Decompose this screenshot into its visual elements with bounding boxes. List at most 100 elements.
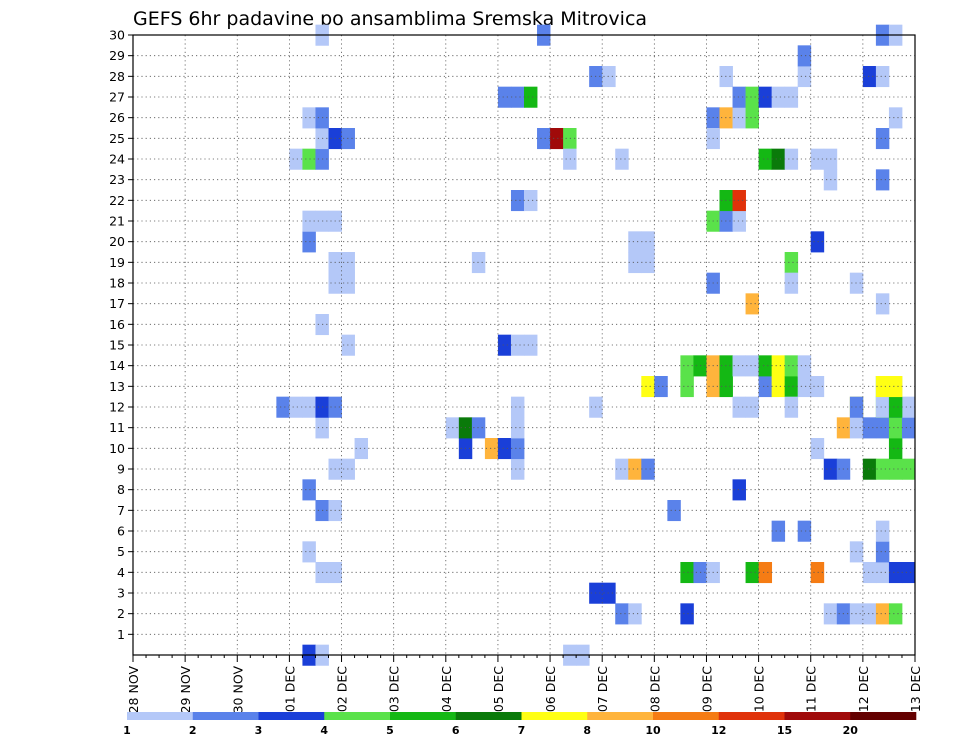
- heatmap-cell: [784, 252, 799, 274]
- heatmap-cell: [680, 355, 694, 377]
- y-tick-label: 6: [117, 524, 125, 539]
- colorbar-swatch: [127, 712, 194, 720]
- colorbar-swatch: [587, 712, 654, 720]
- heatmap-cell: [758, 376, 773, 398]
- y-tick-label: 19: [109, 255, 125, 270]
- heatmap-cell: [797, 66, 812, 88]
- heatmap-cell: [510, 438, 525, 460]
- y-tick-label: 22: [109, 193, 125, 208]
- y-tick-label: 11: [109, 420, 125, 435]
- y-tick-label: 16: [109, 317, 125, 332]
- heatmap-cell: [510, 417, 525, 439]
- heatmap-cell: [615, 458, 629, 480]
- heatmap-cell: [758, 355, 773, 377]
- x-tick-label: 01 DEC: [282, 666, 297, 712]
- heatmap-cell: [510, 334, 525, 356]
- heatmap-cell: [810, 562, 825, 584]
- x-tick-label: 06 DEC: [543, 666, 558, 712]
- heatmap-cell: [641, 458, 655, 480]
- x-tick-label: 07 DEC: [595, 666, 610, 712]
- heatmap-cell: [758, 148, 773, 170]
- heatmap-cell: [732, 190, 746, 212]
- heatmap-cell: [615, 603, 629, 625]
- heatmap-cell: [276, 396, 290, 418]
- y-tick-label: 5: [117, 544, 125, 559]
- plot-frame: [132, 34, 916, 656]
- heatmap-cell: [797, 45, 812, 67]
- heatmap-cell: [888, 603, 903, 625]
- heatmap-cell: [888, 438, 903, 460]
- heatmap-cell: [888, 396, 903, 418]
- heatmap-cell: [302, 479, 316, 501]
- y-tick-label: 14: [109, 358, 125, 373]
- heatmap-cell: [875, 562, 890, 584]
- heatmap-cell: [497, 86, 512, 108]
- heatmap-cell: [745, 396, 759, 418]
- heatmap-cell: [784, 355, 799, 377]
- y-tick-label: 24: [109, 152, 125, 167]
- heatmap-cell: [758, 86, 773, 108]
- heatmap-cell: [680, 603, 694, 625]
- x-tick-label: 05 DEC: [491, 666, 506, 712]
- heatmap-cell: [901, 417, 916, 439]
- heatmap-cell: [302, 210, 316, 232]
- heatmap-cell: [641, 376, 655, 398]
- y-tick-label: 15: [109, 338, 125, 353]
- y-tick-label: 17: [109, 296, 125, 311]
- colorbar-label: 4: [320, 724, 328, 737]
- heatmap-cell: [797, 355, 812, 377]
- heatmap-cell: [745, 355, 759, 377]
- heatmap-cell: [732, 396, 746, 418]
- heatmap-cell: [810, 438, 825, 460]
- chart-title: GEFS 6hr padavine po ansamblima Sremska …: [133, 8, 647, 30]
- heatmap-cell: [628, 603, 642, 625]
- y-tick-label: 12: [109, 400, 125, 415]
- heatmap-cell: [771, 148, 786, 170]
- grid-layer: [133, 34, 915, 655]
- heatmap-cell: [680, 562, 694, 584]
- colorbar-swatch: [653, 712, 720, 720]
- heatmap-cell: [524, 334, 538, 356]
- y-tick-label: 18: [109, 276, 125, 291]
- y-tick-label: 26: [109, 110, 125, 125]
- heatmap-cell: [745, 562, 759, 584]
- heatmap-cell: [862, 603, 877, 625]
- heatmap-cell: [862, 66, 877, 88]
- colorbar-swatch: [521, 712, 588, 720]
- y-tick-label: 10: [109, 441, 125, 456]
- heatmap-cell: [901, 458, 916, 480]
- heatmap-cell: [784, 86, 799, 108]
- heatmap-cell: [875, 520, 890, 542]
- x-tick-label: 30 NOV: [230, 666, 245, 714]
- heatmap-cell: [875, 603, 890, 625]
- heatmap-cell: [484, 438, 499, 460]
- colorbar: 1 2 3 4 5 6 7 8 10 12 15 20: [123, 712, 917, 737]
- y-tick-label: 13: [109, 379, 125, 394]
- heatmap-cell: [888, 458, 903, 480]
- heatmap-cell: [875, 458, 890, 480]
- heatmap-cell: [901, 396, 916, 418]
- heatmap-cell: [732, 479, 746, 501]
- heatmap-cell: [628, 231, 642, 253]
- heatmap-cell: [524, 86, 538, 108]
- heatmap-cell: [745, 107, 759, 129]
- x-tick-label: 13 DEC: [908, 666, 923, 712]
- heatmap-cell: [354, 438, 368, 460]
- heatmap-cell: [810, 376, 825, 398]
- heatmap-cell: [862, 458, 877, 480]
- heatmap-cell: [641, 252, 655, 274]
- heatmap-cell: [302, 541, 316, 563]
- heatmap-cell: [289, 148, 303, 170]
- x-tick-label: 03 DEC: [387, 666, 402, 712]
- y-tick-label: 27: [109, 90, 125, 105]
- x-tick-label: 04 DEC: [439, 666, 454, 712]
- heatmap-cell: [888, 417, 903, 439]
- heatmap-cell: [510, 86, 525, 108]
- heatmap-cell: [888, 107, 903, 129]
- colorbar-swatch: [324, 712, 391, 720]
- heatmap-cell: [289, 396, 303, 418]
- colorbar-swatch: [850, 712, 917, 720]
- heatmap-cell: [302, 396, 316, 418]
- heatmap-cell: [302, 107, 316, 129]
